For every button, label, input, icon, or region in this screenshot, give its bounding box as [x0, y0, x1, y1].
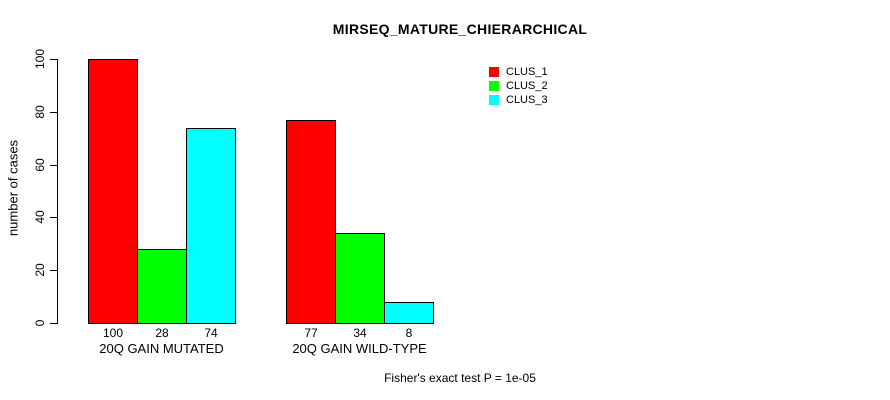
y-tick-label: 0 [33, 319, 47, 327]
bar-value-label: 100 [102, 326, 124, 340]
legend-label: CLUS_3 [506, 94, 548, 106]
bar-value-label: 8 [405, 326, 413, 340]
legend-item: CLUS_1 [489, 65, 548, 79]
legend-swatch [489, 95, 499, 105]
y-tick [50, 112, 58, 113]
bar [186, 128, 236, 324]
legend-item: CLUS_3 [489, 93, 548, 107]
y-axis-line [57, 59, 58, 324]
legend-label: CLUS_1 [506, 66, 548, 78]
y-axis-title: number of cases [5, 139, 21, 237]
category-label: 20Q GAIN WILD-TYPE [292, 341, 427, 356]
y-tick-label: 20 [33, 263, 47, 277]
bar-value-label: 74 [204, 326, 218, 340]
y-tick [50, 323, 58, 324]
legend-item: CLUS_2 [489, 79, 548, 93]
legend-swatch [489, 81, 499, 91]
y-tick [50, 165, 58, 166]
category-label: 20Q GAIN MUTATED [99, 341, 224, 356]
bar [335, 233, 385, 324]
y-tick [50, 59, 58, 60]
legend: CLUS_1 CLUS_2 CLUS_3 [489, 65, 548, 107]
y-tick [50, 270, 58, 271]
chart-title: MIRSEQ_MATURE_CHIERARCHICAL [332, 21, 588, 37]
y-tick-label: 100 [33, 48, 47, 70]
y-tick [50, 217, 58, 218]
y-tick-label: 60 [33, 158, 47, 172]
y-tick-label: 40 [33, 210, 47, 224]
bar [137, 249, 187, 324]
bar-value-label: 28 [155, 326, 169, 340]
legend-label: CLUS_2 [506, 80, 548, 92]
legend-swatch [489, 67, 499, 77]
bar [384, 302, 434, 324]
bar-value-label: 34 [353, 326, 367, 340]
y-tick-label: 80 [33, 105, 47, 119]
bar [88, 59, 138, 324]
bar-value-label: 77 [304, 326, 318, 340]
caption: Fisher's exact test P = 1e-05 [384, 371, 536, 385]
bar [286, 120, 336, 324]
